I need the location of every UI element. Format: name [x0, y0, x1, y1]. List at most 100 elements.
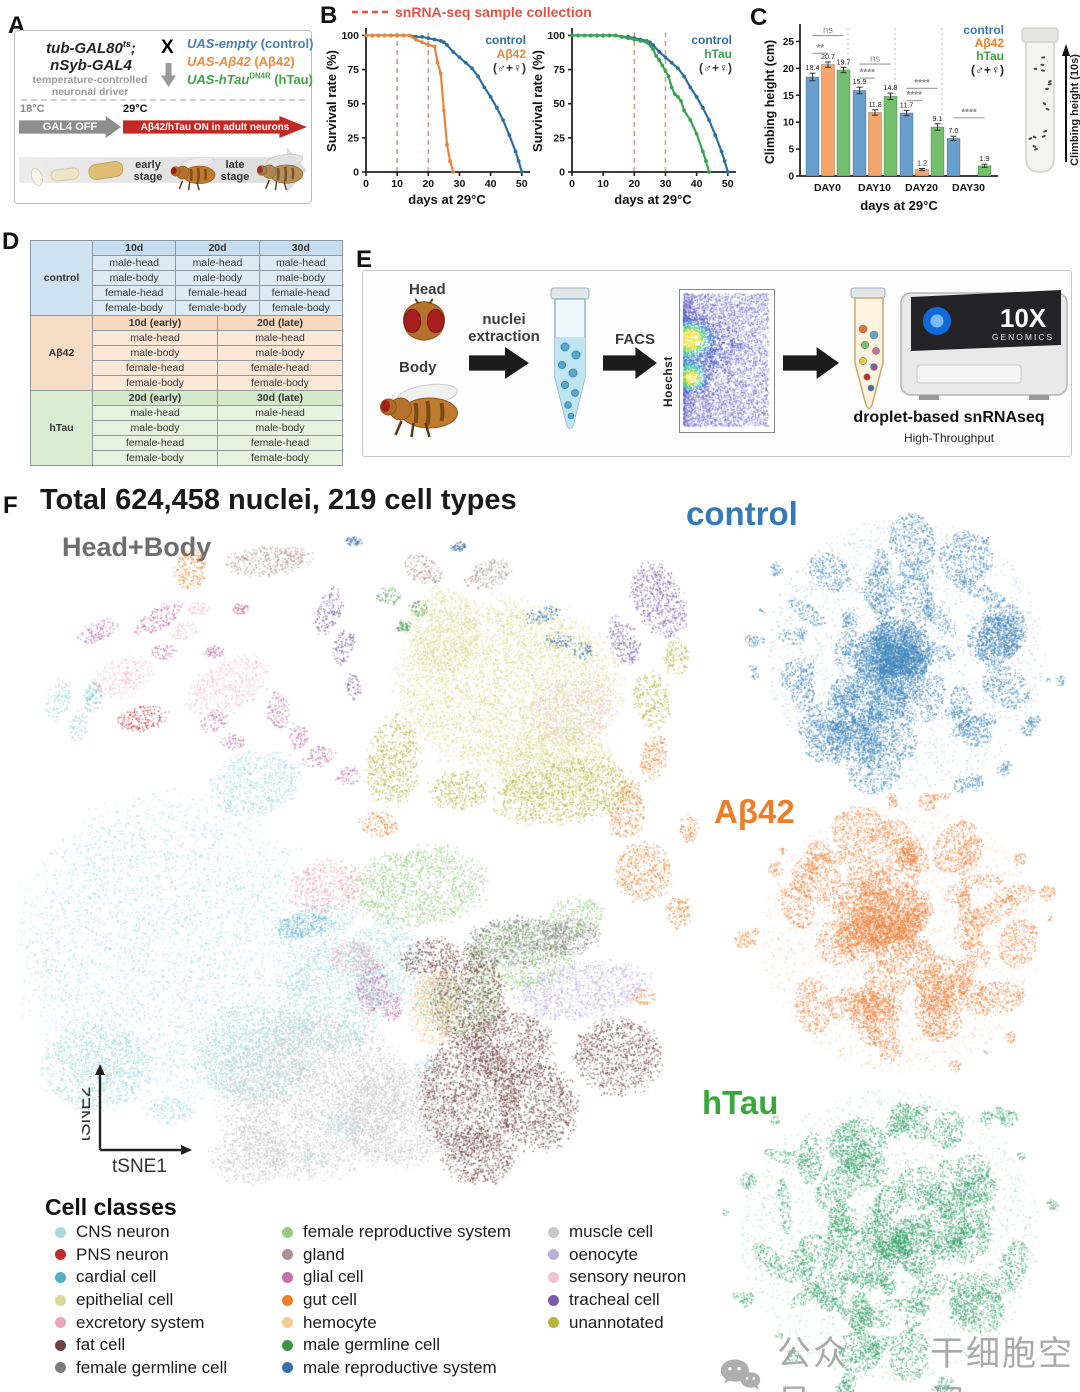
snrnaseq-title: droplet-based snRNAseq [853, 409, 1045, 426]
column-header: 30d (late) [218, 391, 343, 406]
table-cell: male-head [176, 256, 260, 271]
cell-class-color-dot [282, 1249, 293, 1261]
cell-class-color-dot [282, 1294, 293, 1306]
snrnaseq-subtitle: High-Throughput [903, 431, 995, 445]
cell-class-label: male germline cell [303, 1335, 440, 1355]
svg-text:ns: ns [823, 25, 833, 36]
gal4-off-arrow: GAL4 OFF [19, 116, 121, 138]
svg-text:days at 29°C: days at 29°C [614, 192, 692, 207]
early-stage-label: early stage [133, 159, 163, 184]
tsne-axes: tSNE2 tSNE1 [82, 1064, 192, 1177]
cell-class-color-dot [55, 1249, 66, 1261]
cell-class-color-dot [55, 1339, 66, 1351]
svg-text:control: control [963, 23, 1004, 37]
svg-text:days at 29°C: days at 29°C [408, 192, 486, 207]
svg-text:1.9: 1.9 [980, 154, 990, 163]
table-cell: female-body [93, 301, 177, 316]
facs-scatter [680, 290, 771, 429]
uas-genotype: UAS-Aβ42 (Aβ42) [187, 54, 295, 70]
svg-text:****: **** [859, 68, 875, 79]
tsne1-label: tSNE1 [112, 1156, 167, 1177]
facs-label: FACS [615, 331, 656, 348]
cell-class-color-dot [282, 1317, 293, 1329]
fly-head-icon [403, 298, 445, 341]
panel-label-e: E [356, 246, 373, 273]
svg-text:GENOMICS: GENOMICS [992, 332, 1054, 342]
cell-class-label: muscle cell [569, 1222, 654, 1242]
cell-class-item: hemocyte [282, 1311, 548, 1334]
cell-class-column: muscle cell oenocyte sensory neuron trachea… [548, 1221, 778, 1379]
temp-18: 18°C [20, 103, 45, 115]
cell-class-label: glial cell [303, 1267, 364, 1287]
cell-classes-title: Cell classes [45, 1194, 177, 1220]
axis-arrowhead-icon [95, 1064, 105, 1075]
svg-text:Climbing height (cm): Climbing height (cm) [763, 40, 777, 164]
table-cell: male-body [218, 421, 343, 436]
column-header: 10d (early) [93, 316, 218, 331]
svg-text:hTau: hTau [976, 49, 1004, 63]
cell-class-item: male reproductive system [282, 1357, 548, 1380]
svg-text:**: ** [816, 43, 824, 54]
cell-class-item: sensory neuron [548, 1266, 778, 1289]
cell-class-label: CNS neuron [76, 1222, 170, 1242]
svg-text:(♂+♀): (♂+♀) [699, 61, 732, 75]
table-cell: female-body [176, 301, 260, 316]
cell-class-label: excretory system [76, 1312, 205, 1332]
table-group-Aβ42: Aβ42 10d (early) 20d (late) male-head male-h… [31, 316, 343, 391]
cell-class-item: epithelial cell [55, 1289, 282, 1312]
climbing-bar-chart: 0 5 10 15 20 25 18.4 15.9 11.7 7.0 20.7 11.8 1.2 19.7… [763, 23, 1005, 213]
table-group-control: control 10d 20d 30d male-head male-head male-h… [31, 241, 343, 316]
tsne-ab42-plot [715, 793, 1080, 1081]
cell-class-label: epithelial cell [76, 1290, 174, 1310]
table-cell: female-head [176, 286, 260, 301]
svg-text:30: 30 [454, 178, 466, 190]
body-label: Body [399, 359, 437, 376]
table-group-hTau: hTau 20d (early) 30d (late) male-head male-h… [31, 391, 343, 466]
temp-29: 29°C [123, 103, 148, 115]
climbing-vial: Climbing height (10s) [1021, 27, 1080, 173]
table-cell: female-body [93, 451, 218, 466]
cell-class-color-dot [282, 1226, 293, 1238]
watermark-text-1: 公众号 [777, 1335, 849, 1392]
cell-class-item: gut cell [282, 1289, 548, 1312]
svg-text:40: 40 [691, 178, 703, 190]
svg-text:1.2: 1.2 [917, 158, 927, 167]
svg-text:7.0: 7.0 [949, 126, 959, 135]
collection-legend: snRNA-seq sample collection [352, 4, 592, 20]
cell-class-column: female reproductive system gland glial cel… [282, 1221, 548, 1379]
panel-label-c: C [750, 4, 768, 31]
table-cell: male-body [93, 271, 177, 286]
late-stage-label: late stage [220, 159, 250, 184]
svg-text:Aβ42: Aβ42 [975, 36, 1005, 50]
svg-text:****: **** [961, 107, 977, 118]
nuclei-tube-icon [550, 287, 590, 430]
svg-text:Survival rate (%): Survival rate (%) [324, 50, 339, 152]
cross-symbol: X [161, 37, 174, 58]
svg-text:days at 29°C: days at 29°C [860, 198, 938, 213]
cell-class-label: oenocyte [569, 1244, 638, 1264]
table-cell: female-head [93, 286, 177, 301]
svg-text:DAY20: DAY20 [905, 182, 938, 194]
sample-table: control 10d 20d 30d male-head male-head male-h… [30, 240, 343, 466]
nuclei-extraction-label: nuclei extraction [468, 311, 540, 346]
svg-text:DAY30: DAY30 [952, 182, 985, 194]
driver-note: temperature-controlled neuronal driver [32, 74, 148, 98]
column-header: 10d [93, 241, 177, 256]
table-cell: female-body [218, 376, 343, 391]
svg-text:30: 30 [660, 178, 672, 190]
panel-label-b: B [320, 2, 338, 29]
cell-class-color-dot [548, 1249, 559, 1261]
hoechst-axis-label: Hoechst [661, 356, 675, 407]
svg-text:ns: ns [870, 54, 880, 65]
table-cell: male-body [93, 346, 218, 361]
watermark-text-2: 干细胞空间 [930, 1335, 1074, 1392]
facs-plot [679, 289, 775, 433]
transgene-on-arrow: Aβ42/hTau ON in adult neurons [123, 116, 307, 138]
tsne-htau-plot [710, 1078, 1080, 1392]
cell-class-color-dot [55, 1317, 66, 1329]
cell-class-color-dot [282, 1271, 293, 1283]
cell-class-item: female germline cell [55, 1357, 282, 1380]
cell-class-label: PNS neuron [76, 1244, 169, 1264]
